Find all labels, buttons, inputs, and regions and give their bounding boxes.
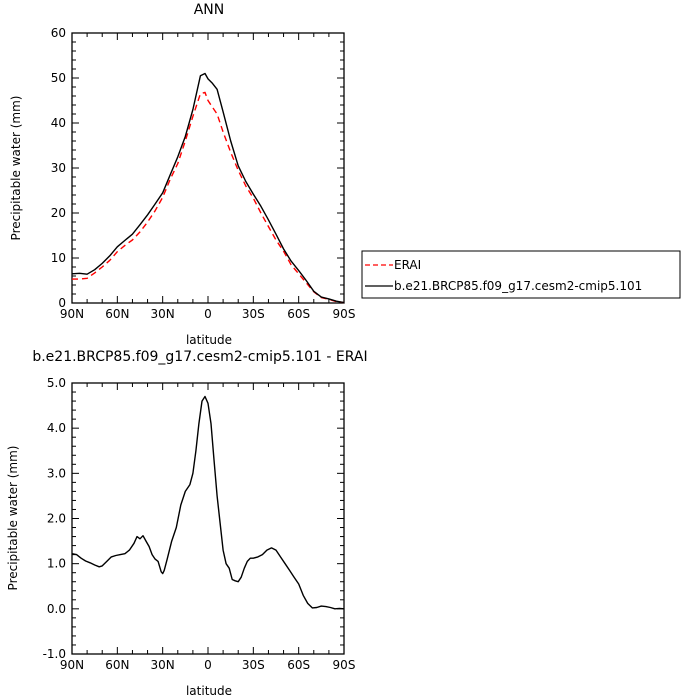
bottom-x-tick-label: 60N [105, 658, 129, 672]
bottom-x-tick-label: 0 [204, 658, 212, 672]
top-x-tick-label: 30S [242, 307, 265, 321]
top-series-line-1 [71, 72, 345, 304]
legend: ERAI b.e21.BRCP85.f09_g17.cesm2-cmip5.10… [361, 250, 681, 299]
top-y-tick-label: 20 [51, 206, 66, 220]
top-y-tick-label: 0 [58, 296, 66, 310]
bottom-y-tick-label: -1.0 [43, 647, 66, 661]
bottom-y-tick-label: 4.0 [47, 421, 66, 435]
top-chart: ANN 90N 60N 30N 0 30S 60S 90S 0 10 20 30 40 50 60 lat… [9, 2, 681, 347]
bottom-y-tick-label: 0.0 [47, 602, 66, 616]
top-ticks: 90N 60N 30N 0 30S 60S 90S 0 10 20 30 40 50 60 [51, 26, 356, 321]
bottom-x-tick-label: 90S [333, 658, 356, 672]
bottom-chart-title: b.e21.BRCP85.f09_g17.cesm2-cmip5.101 - E… [32, 349, 367, 365]
bottom-y-tick-label: 2.0 [47, 512, 66, 526]
top-y-tick-label: 30 [51, 161, 66, 175]
bottom-y-tick-label: 5.0 [47, 376, 66, 390]
bottom-series-line-0 [71, 395, 345, 610]
bottom-chart: b.e21.BRCP85.f09_g17.cesm2-cmip5.101 - E… [6, 349, 368, 698]
legend-box [361, 250, 681, 299]
legend-label-model: b.e21.BRCP85.f09_g17.cesm2-cmip5.101 [394, 279, 642, 293]
top-y-tick-label: 10 [51, 251, 66, 265]
top-y-axis-label: Precipitable water (mm) [9, 96, 23, 241]
top-x-tick-label: 60S [287, 307, 310, 321]
top-x-tick-label: 90N [60, 307, 84, 321]
top-y-tick-label: 40 [51, 116, 66, 130]
bottom-series-layer [71, 395, 345, 610]
top-x-axis-label: latitude [186, 333, 232, 347]
bottom-ticks: 90N 60N 30N 0 30S 60S 90S -1.0 0.0 1.0 2.0 3.0 4.0 5.… [43, 376, 356, 672]
top-x-tick-label: 30N [151, 307, 175, 321]
bottom-x-tick-label: 60S [287, 658, 310, 672]
bottom-x-tick-label: 30N [151, 658, 175, 672]
top-y-tick-label: 60 [51, 26, 66, 40]
bottom-y-axis-label: Precipitable water (mm) [6, 446, 20, 591]
top-x-tick-label: 90S [333, 307, 356, 321]
top-x-tick-label: 60N [105, 307, 129, 321]
top-plot-area: 90N 60N 30N 0 30S 60S 90S 0 10 20 30 40 50 60 [51, 26, 356, 321]
bottom-plot-area: 90N 60N 30N 0 30S 60S 90S -1.0 0.0 1.0 2.0 3.0 4.0 5.… [43, 376, 356, 672]
top-chart-title: ANN [194, 2, 225, 18]
bottom-y-tick-label: 3.0 [47, 466, 66, 480]
top-y-tick-label: 50 [51, 71, 66, 85]
top-plot-frame [71, 32, 345, 304]
bottom-plot-frame [71, 382, 345, 655]
top-series-line-0 [72, 91, 345, 304]
legend-label-erai: ERAI [394, 258, 421, 272]
bottom-x-axis-label: latitude [186, 684, 232, 698]
bottom-x-tick-label: 90N [60, 658, 84, 672]
top-x-tick-label: 0 [204, 307, 212, 321]
bottom-y-tick-label: 1.0 [47, 557, 66, 571]
top-series-layer [71, 72, 345, 304]
bottom-x-tick-label: 30S [242, 658, 265, 672]
